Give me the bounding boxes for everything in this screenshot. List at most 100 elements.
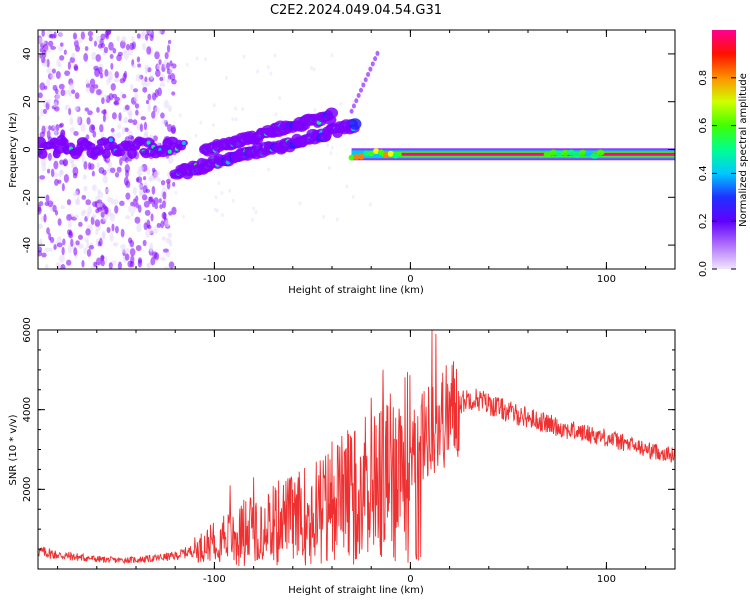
spectrogram-noise-point bbox=[46, 48, 52, 53]
spectrogram-noise-point bbox=[72, 32, 78, 40]
spectrogram-noise-point bbox=[100, 255, 105, 260]
spectrogram-noise-point bbox=[38, 92, 43, 99]
spectrogram-noise-point bbox=[351, 100, 355, 105]
colorbar-ticks: 0.0 0.2 0.4 0.6 0.8 bbox=[698, 70, 736, 277]
spectrogram-noise-point bbox=[164, 219, 170, 228]
snr-ytick-label: 6000 bbox=[22, 317, 33, 342]
spectrogram-noise-point bbox=[46, 58, 50, 68]
spectrogram-noise-point bbox=[145, 188, 151, 193]
spectrogram-noise-point bbox=[167, 39, 172, 45]
spectrogram-carrier-knot bbox=[387, 150, 394, 157]
spectrogram-noise-point bbox=[159, 204, 163, 210]
spectrogram-noise-point bbox=[41, 57, 46, 64]
spectrogram-noise-point bbox=[107, 196, 112, 203]
spectrogram-noise-point bbox=[51, 68, 56, 74]
spectrogram-noise-point bbox=[61, 183, 65, 192]
spectrogram-noise-point bbox=[231, 198, 235, 203]
spectrogram-noise-point bbox=[224, 75, 228, 80]
spectrogram-noise-point bbox=[66, 199, 72, 206]
spectrogram-noise-point bbox=[327, 166, 331, 171]
spectrogram-noise-point bbox=[166, 78, 171, 83]
spectrogram-noise-point bbox=[98, 66, 103, 75]
spectrogram-noise-point bbox=[231, 117, 235, 122]
spectrogram-xtick-label: 0 bbox=[407, 274, 413, 285]
spectrogram-noise-point bbox=[70, 159, 75, 168]
spectrogram-noise-point bbox=[120, 228, 125, 238]
snr-xtick-label: 100 bbox=[597, 574, 616, 585]
spectrogram-noise-point bbox=[124, 164, 130, 173]
spectrogram-carrier-knot bbox=[561, 149, 570, 156]
colorbar-tick-label: 0.8 bbox=[698, 70, 709, 86]
spectrogram-noise-point bbox=[114, 205, 119, 214]
colorbar-tick-label: 0.4 bbox=[698, 165, 709, 181]
spectrogram-noise-point bbox=[95, 54, 102, 62]
spectrogram-noise-point bbox=[41, 162, 47, 172]
spectrogram-noise-point bbox=[55, 93, 61, 101]
spectrogram-noise-point bbox=[204, 57, 208, 62]
spectrogram-noise-point bbox=[124, 157, 129, 163]
spectrogram-noise-point bbox=[54, 88, 59, 95]
spectrogram-noise-point bbox=[165, 251, 171, 258]
spectrogram-noise-point bbox=[142, 42, 146, 51]
spectrogram-noise-point bbox=[53, 101, 58, 108]
spectrogram-noise-point bbox=[117, 123, 122, 130]
spectrogram-noise-point bbox=[69, 117, 74, 126]
spectrogram-noise-point bbox=[48, 232, 52, 241]
spectrogram-branch-lower-halo bbox=[348, 118, 362, 130]
spectrogram-noise-point bbox=[98, 166, 105, 174]
spectrogram-noise-point bbox=[103, 255, 108, 264]
spectrogram-noise-point bbox=[309, 66, 313, 71]
spectrogram-noise-point bbox=[168, 261, 175, 269]
spectrogram-noise-point bbox=[85, 87, 91, 93]
spectrogram-noise-point bbox=[149, 246, 153, 253]
spectrogram-noise-point bbox=[108, 93, 114, 101]
spectrogram-noise-point bbox=[71, 89, 76, 94]
spectrogram-noise-point bbox=[154, 88, 159, 98]
spectrogram-noise-point bbox=[155, 69, 161, 78]
spectrogram-noise-point bbox=[143, 222, 148, 231]
spectrogram-noise-point bbox=[144, 33, 149, 41]
spectrogram-noise-point bbox=[82, 174, 87, 180]
spectrogram-noise-point bbox=[129, 248, 136, 257]
spectrogram-tail-point bbox=[363, 77, 368, 83]
spectrogram-noise-point bbox=[147, 93, 152, 101]
spectrogram-noise-point bbox=[163, 99, 169, 109]
spectrogram-noise-point bbox=[145, 80, 151, 86]
spectrogram-noise-point bbox=[213, 207, 217, 212]
spectrogram-noise-point bbox=[151, 111, 156, 119]
spectrogram-noise-point bbox=[130, 211, 135, 217]
spectrogram-noise-point bbox=[154, 106, 160, 115]
spectrogram-noise-point bbox=[154, 204, 159, 210]
spectrogram-noise-point bbox=[110, 132, 116, 138]
spectrogram-noise-point bbox=[145, 99, 150, 105]
spectrogram-carrier-knot bbox=[392, 152, 399, 159]
spectrogram-noise-point bbox=[135, 74, 142, 82]
spectrogram-noise-point bbox=[91, 51, 97, 61]
spectrogram-noise-point bbox=[87, 162, 92, 171]
spectrogram-ytick-label: -40 bbox=[22, 237, 33, 253]
spectrogram-noise-point bbox=[97, 43, 103, 49]
spectrogram-noise-point bbox=[121, 248, 127, 253]
spectrogram-noise-point bbox=[156, 223, 162, 228]
spectrogram-noise-point bbox=[77, 37, 83, 43]
spectrogram-noise-point bbox=[97, 206, 103, 212]
spectrogram-noise-point bbox=[43, 213, 47, 223]
spectrogram-noise-point bbox=[158, 198, 162, 204]
spectrogram-noise-point bbox=[87, 110, 93, 116]
spectrogram-noise-point bbox=[75, 45, 80, 52]
spectrogram-noise-point bbox=[74, 214, 79, 219]
spectrogram-noise-point bbox=[114, 225, 119, 234]
spectrogram-noise-point bbox=[120, 244, 126, 250]
spectrogram-noise-point bbox=[76, 115, 81, 125]
spectrogram-noise-point bbox=[273, 53, 277, 58]
spectrogram-noise-point bbox=[122, 93, 127, 99]
spectrogram-noise-point bbox=[93, 84, 99, 89]
spectrogram-band-point bbox=[53, 145, 65, 154]
spectrogram-noise-point bbox=[56, 242, 63, 248]
spectrogram-noise-point bbox=[124, 127, 129, 133]
spectrogram-noise-point bbox=[55, 123, 60, 132]
spectrogram-noise-point bbox=[53, 160, 59, 170]
spectrogram-noise-point bbox=[95, 229, 99, 235]
spectrogram-noise-point bbox=[73, 247, 78, 256]
spectrogram-noise-point bbox=[161, 211, 167, 220]
